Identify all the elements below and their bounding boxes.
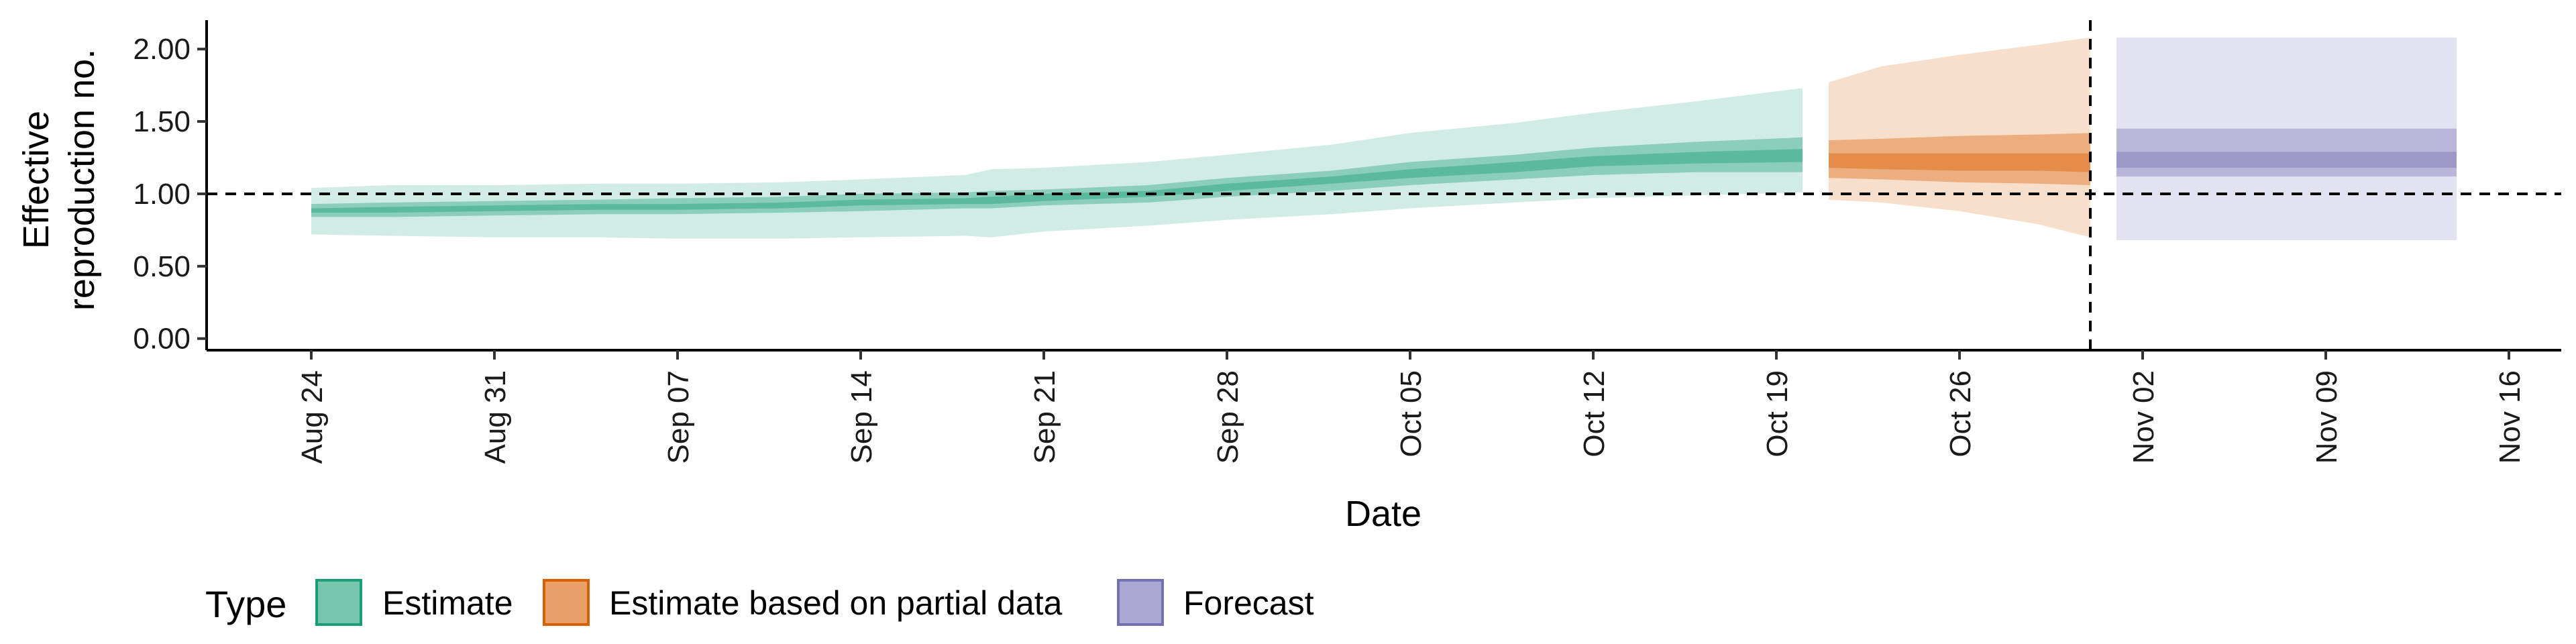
legend-item-forecast[interactable]: Forecast [1117,579,1314,626]
x-axis-title: Date [1345,494,1421,534]
y-tick-label: 2.00 [133,33,191,66]
x-tick-label: Sep 07 [662,370,695,464]
y-tick-label: 1.50 [133,105,191,138]
legend-label-estimate: Estimate [382,584,513,622]
legend-key-estimate [315,579,362,626]
x-tick-label: Sep 28 [1212,370,1244,464]
legend-title: Type [205,583,286,625]
legend-label-forecast: Forecast [1183,584,1314,622]
x-tick-label: Sep 14 [845,370,878,464]
ribbon-forecast-90 [2116,37,2457,241]
y-tick-label: 1.00 [133,178,191,211]
x-tick-label: Nov 02 [2127,370,2160,464]
ribbon-estimate-50 [311,137,1803,217]
x-tick-label: Aug 31 [479,370,512,464]
ribbon-estimate-based-on-partial-data-50 [1829,133,2090,185]
legend-label-partial: Estimate based on partial data [609,584,1063,622]
plot-area: 0.00 0.50 1.00 1.50 2.00 Aug 24 Aug 31 Sep 07 Se… [133,20,2561,464]
x-tick-label: Nov 16 [2493,370,2526,464]
ribbon-forecast-50 [2116,128,2457,177]
ribbon-estimate-based-on-partial-data-90 [1829,37,2090,237]
y-tick-label: 0.50 [133,250,191,283]
ribbon-estimate-20 [311,149,1803,213]
x-tick-label: Oct 12 [1578,370,1611,458]
legend-key-forecast [1117,579,1164,626]
ribbon-estimate-90 [311,88,1803,239]
legend-item-partial[interactable]: Estimate based on partial data [543,579,1063,626]
x-tick-label: Oct 05 [1395,370,1428,458]
legend-key-partial [543,579,590,626]
x-tick-label: Aug 24 [296,370,329,464]
x-tick-label: Nov 09 [2310,370,2343,464]
ribbon-forecast-20 [2116,152,2457,168]
y-tick-label: 0.00 [133,323,191,356]
legend: Type Estimate Estimate based on partial … [205,579,1314,626]
x-tick-label: Sep 21 [1028,370,1061,464]
ribbon-estimate-based-on-partial-data-20 [1829,153,2090,172]
y-axis-title-line-1: Effective [16,111,56,249]
x-tick-label: Oct 19 [1761,370,1794,458]
y-axis-title-line-2: reproduction no. [62,49,102,311]
x-tick-label: Oct 26 [1944,370,1977,458]
legend-item-estimate[interactable]: Estimate [315,579,513,626]
